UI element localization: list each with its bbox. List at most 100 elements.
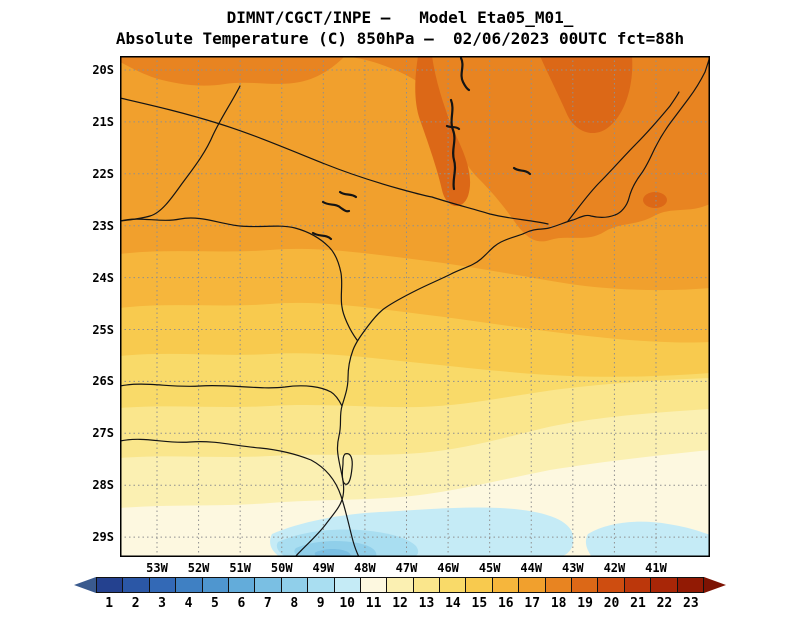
page-title-line1: DIMNT/CGCT/INPE — Model Eta05_M01_ [226,8,574,27]
colorbar-label: 18 [550,596,567,611]
colorbar-cell-15 [465,577,493,593]
colorbar-label: 16 [497,596,514,611]
colorbar-labels: 1 2 3 4 5 6 7 8 9 10 11 12 13 14 15 16 17 18 19 20 21 22 23 [74,596,726,611]
x-axis-label: 41W [645,561,667,575]
colorbar: 1 2 3 4 5 6 7 8 9 10 11 12 13 14 15 16 17 18 19 20 21 22 23 [74,577,726,611]
page-title-line2: Absolute Temperature (C) 850hPa — 02/06/… [115,29,685,48]
colorbar-cell-16 [491,577,520,593]
y-axis-label: 27S [92,426,114,441]
colorbar-cell-18 [544,577,573,593]
colorbar-cell-3 [148,577,177,593]
colorbar-label: 7 [263,596,272,611]
map-svg [120,56,710,557]
colorbar-cell-14 [439,577,467,593]
x-axis-label: 50W [270,561,293,575]
colorbar-label: 9 [316,596,325,611]
colorbar-cell-4 [175,577,203,593]
colorbar-cell-12 [386,577,414,593]
colorbar-label-spacer [74,596,96,611]
colorbar-label: 4 [184,596,193,611]
colorbar-cell-22 [650,577,678,593]
colorbar-label: 14 [445,596,461,611]
y-axis-label: 26S [92,374,114,389]
y-axis-label: 29S [92,530,114,545]
reservoir-jurumirim [311,231,333,241]
y-axis-label: 20S [92,63,114,77]
state-border-sp-mg [120,97,549,225]
colorbar-label: 11 [365,596,382,611]
y-axis-label: 21S [92,114,114,129]
y-axis-label: 24S [92,270,114,285]
colorbar-label: 20 [603,596,620,611]
y-axis-label: 23S [92,218,114,233]
colorbar-left-arrow-icon [74,577,96,593]
temp-region-18-topleft [120,56,345,86]
coastline [294,56,710,557]
colorbar-cell-11 [359,577,388,593]
temp-region-10-right [585,521,710,557]
colorbar-label: 13 [418,596,435,611]
x-axis-label: 45W [478,561,501,575]
colorbar-label: 12 [392,596,408,611]
x-axis-label: 44W [520,561,543,575]
colorbar-cells [74,577,726,593]
colorbar-label: 2 [131,596,140,611]
reservoir-branch [445,124,461,131]
colorbar-cell-13 [412,577,441,593]
colorbar-label: 5 [211,596,219,611]
colorbar-label: 8 [290,596,299,611]
state-border-mg-rj-es [567,91,680,222]
river-parana [120,85,241,222]
map-frame [120,56,710,557]
temp-region-8 [294,540,377,557]
x-axis-label: 43W [561,561,584,575]
map-area [120,56,710,557]
colorbar-cell-6 [227,577,256,593]
temp-region-19-right [540,56,633,134]
y-axis-label: 22S [92,166,114,181]
x-axis-label: 53W [146,561,168,575]
reservoir-furnas [449,98,457,191]
colorbar-label-spacer [704,596,726,611]
temperature-fill-layer [120,56,710,557]
lake-small [338,190,358,199]
x-axis-label: 46W [437,561,459,575]
x-axis-label: 51W [229,561,251,575]
colorbar-label: 21 [630,596,646,611]
state-border-sc-rs [120,438,360,557]
colorbar-label: 3 [158,596,166,611]
x-axis-label: 49W [312,561,335,575]
geography-layer [120,56,710,557]
colorbar-cell-2 [122,577,150,593]
colorbar-cell-5 [201,577,229,593]
reservoir-north [459,56,471,92]
colorbar-cell-10 [333,577,361,593]
y-axis-label: 28S [92,478,114,493]
colorbar-right-arrow-icon [703,577,726,593]
colorbar-cell-7 [254,577,282,593]
colorbar-cell-20 [597,577,625,593]
x-axis-label: 48W [354,561,376,575]
colorbar-label: 1 [105,596,114,611]
colorbar-cell-19 [571,577,599,593]
colorbar-label: 23 [683,596,699,611]
colorbar-cell-21 [623,577,652,593]
colorbar-label: 22 [656,596,673,611]
colorbar-label: 17 [524,596,541,611]
x-axis-label: 42W [603,561,626,575]
colorbar-cell-17 [518,577,546,593]
colorbar-cell-8 [280,577,309,593]
temp-region-19-tongue [415,56,471,207]
colorbar-label: 10 [339,596,355,611]
reservoir-east [512,166,532,176]
colorbar-label: 15 [471,596,488,611]
island-santa-catarina [341,453,353,485]
colorbar-label: 19 [577,596,593,611]
reservoir-tiete [321,200,351,213]
temp-region-19-spot [643,192,667,208]
colorbar-cell-9 [307,577,335,593]
state-border-pr-sc [120,383,343,407]
colorbar-cell-23 [676,577,704,593]
x-axis-label: 47W [395,561,418,575]
